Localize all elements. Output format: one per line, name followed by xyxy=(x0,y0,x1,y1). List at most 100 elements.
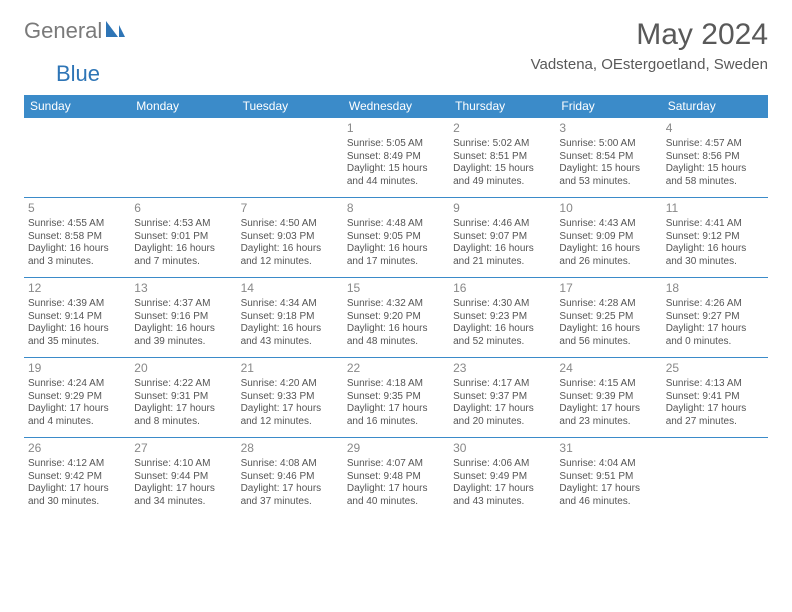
sunrise-line: Sunrise: 4:50 AM xyxy=(241,218,339,231)
calendar-day-cell: 7Sunrise: 4:50 AMSunset: 9:03 PMDaylight… xyxy=(237,198,343,278)
daylight-line: Daylight: 17 hours and 34 minutes. xyxy=(134,483,232,508)
calendar-day-cell: 5Sunrise: 4:55 AMSunset: 8:58 PMDaylight… xyxy=(24,198,130,278)
sunset-line: Sunset: 9:23 PM xyxy=(453,311,551,324)
day-number: 25 xyxy=(666,361,764,376)
calendar-day-cell: 22Sunrise: 4:18 AMSunset: 9:35 PMDayligh… xyxy=(343,358,449,438)
daylight-line: Daylight: 16 hours and 26 minutes. xyxy=(559,243,657,268)
sunrise-line: Sunrise: 4:46 AM xyxy=(453,218,551,231)
sunrise-line: Sunrise: 4:53 AM xyxy=(134,218,232,231)
sunrise-line: Sunrise: 5:05 AM xyxy=(347,138,445,151)
sunrise-line: Sunrise: 4:15 AM xyxy=(559,378,657,391)
sunrise-line: Sunrise: 5:02 AM xyxy=(453,138,551,151)
day-number: 14 xyxy=(241,281,339,296)
calendar-day-cell: 19Sunrise: 4:24 AMSunset: 9:29 PMDayligh… xyxy=(24,358,130,438)
daylight-line: Daylight: 16 hours and 7 minutes. xyxy=(134,243,232,268)
day-number: 18 xyxy=(666,281,764,296)
calendar-week-row: 5Sunrise: 4:55 AMSunset: 8:58 PMDaylight… xyxy=(24,198,768,278)
sunset-line: Sunset: 9:05 PM xyxy=(347,231,445,244)
day-number: 22 xyxy=(347,361,445,376)
daylight-line: Daylight: 17 hours and 4 minutes. xyxy=(28,403,126,428)
daylight-line: Daylight: 17 hours and 27 minutes. xyxy=(666,403,764,428)
daylight-line: Daylight: 17 hours and 40 minutes. xyxy=(347,483,445,508)
sunrise-line: Sunrise: 4:57 AM xyxy=(666,138,764,151)
calendar-day-cell xyxy=(130,118,236,198)
day-number: 15 xyxy=(347,281,445,296)
daylight-line: Daylight: 17 hours and 23 minutes. xyxy=(559,403,657,428)
calendar-day-cell: 1Sunrise: 5:05 AMSunset: 8:49 PMDaylight… xyxy=(343,118,449,198)
calendar-day-cell: 14Sunrise: 4:34 AMSunset: 9:18 PMDayligh… xyxy=(237,278,343,358)
logo: General xyxy=(24,18,108,44)
sunrise-line: Sunrise: 4:24 AM xyxy=(28,378,126,391)
sunset-line: Sunset: 9:03 PM xyxy=(241,231,339,244)
sunrise-line: Sunrise: 4:07 AM xyxy=(347,458,445,471)
calendar-day-cell: 27 Sunrise: 4:10 AMSunset: 9:44 PMDayligh… xyxy=(130,438,236,518)
sunrise-line: Sunrise: 4:22 AM xyxy=(134,378,232,391)
day-number: 12 xyxy=(28,281,126,296)
daylight-line: Daylight: 16 hours and 30 minutes. xyxy=(666,243,764,268)
sunset-line: Sunset: 9:14 PM xyxy=(28,311,126,324)
sunrise-line: Sunrise: 4:28 AM xyxy=(559,298,657,311)
sunrise-line: Sunrise: 4:34 AM xyxy=(241,298,339,311)
calendar-day-cell: 11Sunrise: 4:41 AMSunset: 9:12 PMDayligh… xyxy=(662,198,768,278)
daylight-line: Daylight: 16 hours and 3 minutes. xyxy=(28,243,126,268)
weekday-header-row: Sunday Monday Tuesday Wednesday Thursday… xyxy=(24,95,768,118)
weekday-header: Tuesday xyxy=(237,95,343,118)
sunset-line: Sunset: 9:37 PM xyxy=(453,391,551,404)
sunrise-line: Sunrise: 5:00 AM xyxy=(559,138,657,151)
daylight-line: Daylight: 16 hours and 56 minutes. xyxy=(559,323,657,348)
daylight-line: Daylight: 17 hours and 20 minutes. xyxy=(453,403,551,428)
calendar-day-cell: 15Sunrise: 4:32 AMSunset: 9:20 PMDayligh… xyxy=(343,278,449,358)
calendar-week-row: 12Sunrise: 4:39 AMSunset: 9:14 PMDayligh… xyxy=(24,278,768,358)
calendar-day-cell xyxy=(237,118,343,198)
day-number: 17 xyxy=(559,281,657,296)
sunrise-line: Sunrise: 4:12 AM xyxy=(28,458,126,471)
calendar-day-cell: 18Sunrise: 4:26 AMSunset: 9:27 PMDayligh… xyxy=(662,278,768,358)
daylight-line: Daylight: 15 hours and 49 minutes. xyxy=(453,163,551,188)
logo-text-2: Blue xyxy=(56,61,100,86)
sunrise-line: Sunrise: 4:10 AM xyxy=(134,458,232,471)
sunset-line: Sunset: 9:07 PM xyxy=(453,231,551,244)
daylight-line: Daylight: 17 hours and 37 minutes. xyxy=(241,483,339,508)
calendar-week-row: 19Sunrise: 4:24 AMSunset: 9:29 PMDayligh… xyxy=(24,358,768,438)
calendar-day-cell: 29Sunrise: 4:07 AMSunset: 9:48 PMDayligh… xyxy=(343,438,449,518)
daylight-line: Daylight: 15 hours and 58 minutes. xyxy=(666,163,764,188)
sunset-line: Sunset: 9:42 PM xyxy=(28,471,126,484)
sunrise-line: Sunrise: 4:26 AM xyxy=(666,298,764,311)
calendar-day-cell: 10Sunrise: 4:43 AMSunset: 9:09 PMDayligh… xyxy=(555,198,661,278)
sunset-line: Sunset: 9:44 PM xyxy=(134,471,232,484)
weekday-header: Thursday xyxy=(449,95,555,118)
calendar-day-cell: 6Sunrise: 4:53 AMSunset: 9:01 PMDaylight… xyxy=(130,198,236,278)
sunrise-line: Sunrise: 4:41 AM xyxy=(666,218,764,231)
calendar-day-cell: 2Sunrise: 5:02 AMSunset: 8:51 PMDaylight… xyxy=(449,118,555,198)
sunrise-line: Sunrise: 4:43 AM xyxy=(559,218,657,231)
sunset-line: Sunset: 9:09 PM xyxy=(559,231,657,244)
day-number: 8 xyxy=(347,201,445,216)
day-number: 20 xyxy=(134,361,232,376)
sunset-line: Sunset: 9:25 PM xyxy=(559,311,657,324)
sunrise-line: Sunrise: 4:06 AM xyxy=(453,458,551,471)
daylight-line: Daylight: 17 hours and 0 minutes. xyxy=(666,323,764,348)
calendar-day-cell xyxy=(662,438,768,518)
day-number: 21 xyxy=(241,361,339,376)
day-number: 3 xyxy=(559,121,657,136)
sunset-line: Sunset: 9:16 PM xyxy=(134,311,232,324)
daylight-line: Daylight: 17 hours and 12 minutes. xyxy=(241,403,339,428)
daylight-line: Daylight: 16 hours and 21 minutes. xyxy=(453,243,551,268)
day-number: 19 xyxy=(28,361,126,376)
sunset-line: Sunset: 8:56 PM xyxy=(666,151,764,164)
sunset-line: Sunset: 9:12 PM xyxy=(666,231,764,244)
day-number: 16 xyxy=(453,281,551,296)
sunrise-line: Sunrise: 4:55 AM xyxy=(28,218,126,231)
weekday-header: Friday xyxy=(555,95,661,118)
calendar-day-cell xyxy=(24,118,130,198)
sunrise-line: Sunrise: 4:20 AM xyxy=(241,378,339,391)
day-number: 7 xyxy=(241,201,339,216)
sunset-line: Sunset: 9:51 PM xyxy=(559,471,657,484)
day-number: 27 xyxy=(134,441,232,456)
weekday-header: Sunday xyxy=(24,95,130,118)
day-number: 24 xyxy=(559,361,657,376)
calendar-day-cell: 4Sunrise: 4:57 AMSunset: 8:56 PMDaylight… xyxy=(662,118,768,198)
day-number: 6 xyxy=(134,201,232,216)
daylight-line: Daylight: 16 hours and 35 minutes. xyxy=(28,323,126,348)
calendar-day-cell: 13Sunrise: 4:37 AMSunset: 9:16 PMDayligh… xyxy=(130,278,236,358)
